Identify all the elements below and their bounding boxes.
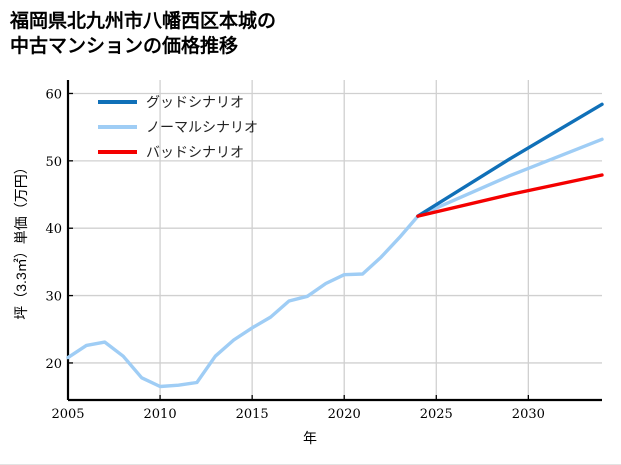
plot-frame bbox=[66, 80, 602, 402]
x-tick-label: 2030 bbox=[512, 407, 545, 422]
x-tick-label: 2025 bbox=[420, 407, 453, 422]
gridlines bbox=[68, 80, 602, 400]
x-tick-label: 2015 bbox=[236, 407, 269, 422]
page-title: 福岡県北九州市八幡西区本城の 中古マンションの価格推移 bbox=[10, 11, 277, 57]
legend-label: グッドシナリオ bbox=[146, 94, 244, 110]
series-line bbox=[66, 137, 604, 389]
series-lines bbox=[66, 102, 604, 389]
y-tick-labels: 20 30 40 50 60 bbox=[45, 87, 73, 372]
x-tick-labels: 2005 2010 2015 2020 2025 2030 bbox=[51, 395, 545, 422]
y-axis-title: 坪（3.3㎡）単価（万円） bbox=[13, 160, 29, 319]
y-tick-label: 40 bbox=[45, 222, 62, 237]
series-line bbox=[416, 102, 604, 218]
y-tick-label: 60 bbox=[45, 87, 62, 102]
x-tick-label: 2020 bbox=[328, 407, 361, 422]
legend-label: ノーマルシナリオ bbox=[146, 119, 258, 135]
x-tick-label: 2005 bbox=[51, 407, 84, 422]
x-tick-label: 2010 bbox=[144, 407, 177, 422]
y-tick-label: 20 bbox=[45, 357, 62, 372]
y-tick-label: 50 bbox=[45, 155, 62, 170]
legend-label: バッドシナリオ bbox=[146, 144, 244, 160]
x-axis-title: 年 bbox=[303, 430, 317, 446]
y-tick-label: 30 bbox=[45, 290, 62, 305]
series-line bbox=[416, 173, 604, 218]
